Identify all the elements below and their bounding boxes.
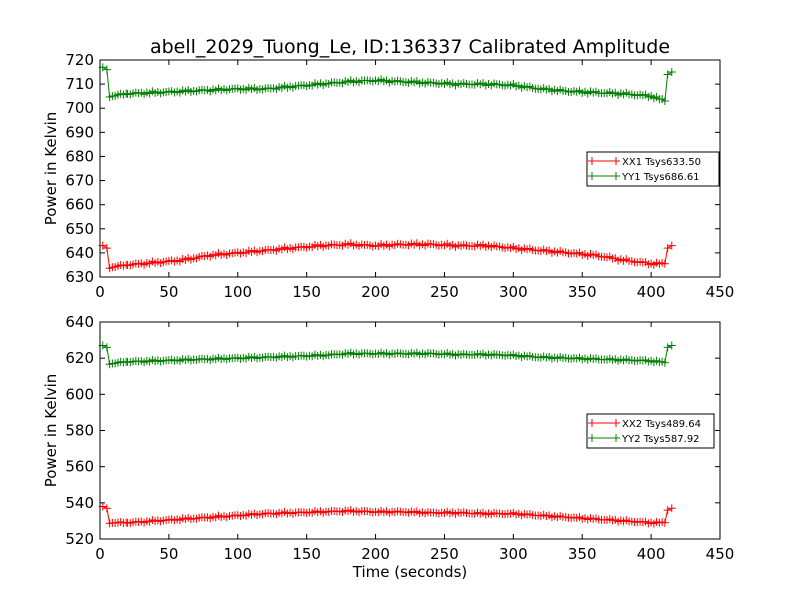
x-tick-label: 300 — [499, 545, 528, 563]
legend-marker — [612, 157, 620, 165]
legend: XX2 Tsys489.64 YY2 Tsys587.92 — [586, 413, 715, 449]
legend-marker — [612, 172, 620, 180]
x-tick-label: 50 — [159, 545, 178, 563]
y-tick-label: 640 — [65, 244, 94, 262]
x-tick-label: 400 — [637, 545, 666, 563]
y-tick-label: 580 — [65, 422, 94, 440]
chart-panel-1: 0 50 100 150 200 250 300 350 400 450 630 640 650 660 6… — [42, 51, 734, 301]
legend-marker — [588, 157, 596, 165]
x-tick-label: 100 — [223, 283, 252, 301]
data-point — [667, 241, 676, 250]
data-point — [667, 504, 676, 513]
data-point — [102, 244, 111, 253]
series-1-2 — [98, 63, 676, 105]
series-line — [102, 66, 673, 102]
x-tick-label: 200 — [361, 545, 390, 563]
data-point — [660, 96, 669, 105]
x-tick-label: 250 — [430, 545, 459, 563]
series-1-1 — [98, 239, 676, 273]
x-tick-label: 450 — [706, 283, 735, 301]
y-tick-label: 630 — [65, 268, 94, 286]
legend-label: YY1 Tsys686.61 — [621, 172, 700, 183]
x-tick-label: 350 — [568, 283, 597, 301]
data-point — [667, 68, 676, 77]
x-tick-label: 250 — [430, 283, 459, 301]
legend-marker — [612, 419, 620, 427]
y-tick-label: 700 — [65, 99, 94, 117]
y-tick-label: 720 — [65, 51, 94, 69]
legend-label: XX2 Tsys489.64 — [622, 419, 701, 430]
x-tick-label: 50 — [159, 283, 178, 301]
legend-box — [586, 413, 715, 449]
x-tick-label: 350 — [568, 545, 597, 563]
y-tick-label: 540 — [65, 494, 94, 512]
series-2-1 — [98, 502, 676, 528]
y-axis-label: Power in Kelvin — [42, 374, 60, 488]
y-tick-label: 560 — [65, 458, 94, 476]
chart-panel-2: 0 50 100 150 200 250 300 350 400 450 520 540 560 580 6… — [42, 313, 734, 581]
x-tick-label: 200 — [361, 283, 390, 301]
y-tick-label: 600 — [65, 385, 94, 403]
y-tick-label: 680 — [65, 147, 94, 165]
y-tick-label: 640 — [65, 313, 94, 331]
plot-frame — [99, 59, 721, 278]
data-point — [663, 70, 672, 79]
y-axis-label: Power in Kelvin — [42, 112, 60, 226]
y-tick-label: 690 — [65, 123, 94, 141]
legend-marker — [612, 434, 620, 442]
data-point — [667, 341, 676, 350]
y-tick-label: 650 — [65, 220, 94, 238]
x-axis-label: Time (seconds) — [352, 563, 468, 581]
x-tick-label: 450 — [706, 545, 735, 563]
series-2-2 — [98, 341, 676, 369]
y-tick-label: 670 — [65, 172, 94, 190]
data-point — [102, 65, 111, 74]
y-tick-label: 620 — [65, 349, 94, 367]
legend-label: YY2 Tsys587.92 — [621, 434, 700, 445]
legend-marker — [588, 419, 596, 427]
data-point — [660, 358, 669, 367]
y-tick-label: 660 — [65, 196, 94, 214]
data-point — [102, 343, 111, 352]
data-point — [660, 259, 669, 268]
data-point — [663, 506, 672, 515]
legend: XX1 Tsys633.50 YY1 Tsys686.61 — [586, 151, 720, 187]
data-point — [663, 343, 672, 352]
chart-title: abell_2029_Tuong_Le, ID:136337 Calibrate… — [150, 36, 670, 58]
data-point — [663, 244, 672, 253]
legend-box — [586, 151, 720, 187]
data-point — [660, 518, 669, 527]
legend-label: XX1 Tsys633.50 — [622, 157, 701, 168]
x-tick-label: 0 — [95, 545, 105, 563]
x-tick-label: 400 — [637, 283, 666, 301]
x-tick-label: 300 — [499, 283, 528, 301]
x-tick-label: 150 — [292, 283, 321, 301]
x-tick-label: 150 — [292, 545, 321, 563]
legend-marker — [588, 434, 596, 442]
x-tick-label: 0 — [95, 283, 105, 301]
y-tick-label: 710 — [65, 75, 94, 93]
x-tick-label: 100 — [223, 545, 252, 563]
y-tick-label: 520 — [65, 530, 94, 548]
data-point — [102, 504, 111, 513]
legend-marker — [588, 172, 596, 180]
